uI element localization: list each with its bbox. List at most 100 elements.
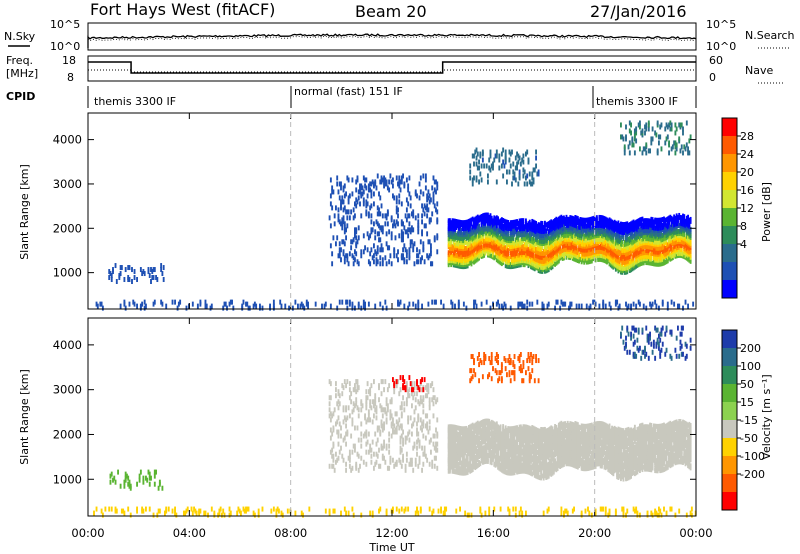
power-cell <box>545 228 548 234</box>
power-cell <box>583 217 586 223</box>
power-cell <box>484 236 487 242</box>
power-cell <box>573 234 575 240</box>
power-cell <box>666 250 669 256</box>
power-cell <box>369 205 372 211</box>
power-cell <box>682 217 684 223</box>
power-cell <box>386 221 389 227</box>
power-cell <box>329 177 332 183</box>
power-cell <box>628 236 631 242</box>
power-cell <box>542 224 545 230</box>
power-cell <box>588 227 591 233</box>
power-cell <box>504 245 507 251</box>
power-cell <box>394 235 397 241</box>
power-cell <box>603 246 606 252</box>
power-cell <box>487 212 489 218</box>
power-cell <box>484 230 487 236</box>
power-cell <box>485 230 488 236</box>
power-cell <box>151 269 154 275</box>
power-cell <box>338 219 341 225</box>
power-cell <box>435 179 437 185</box>
power-cell <box>655 217 658 223</box>
power-cell <box>585 237 588 243</box>
power-cell <box>625 255 627 261</box>
power-cell <box>148 273 151 279</box>
power-cell <box>480 177 483 183</box>
power-cell <box>142 269 145 275</box>
power-cell <box>627 222 630 228</box>
power-cell <box>540 258 543 264</box>
power-cell <box>678 122 681 128</box>
power-cell <box>495 223 498 229</box>
power-cell <box>471 216 474 222</box>
power-cell <box>502 237 505 243</box>
power-cell <box>427 195 430 201</box>
power-cell <box>398 179 401 185</box>
power-cell <box>590 216 593 222</box>
power-cell <box>651 237 654 243</box>
power-cell <box>409 203 412 209</box>
power-cell <box>613 241 616 247</box>
power-cell <box>547 245 550 251</box>
power-cell <box>488 165 491 171</box>
power-cell <box>637 234 640 240</box>
power-cell <box>418 195 421 201</box>
power-cell <box>379 301 382 307</box>
power-cell <box>663 216 665 222</box>
power-cell <box>384 255 387 261</box>
power-cell <box>488 157 491 163</box>
power-cell <box>474 299 477 305</box>
power-cell <box>625 124 627 130</box>
power-cell <box>405 229 408 235</box>
power-cell <box>114 263 117 269</box>
power-cell <box>611 243 613 249</box>
power-cell <box>628 140 631 146</box>
power-cell <box>128 265 131 271</box>
power-cell <box>540 238 543 244</box>
power-cell <box>540 246 543 252</box>
power-cell <box>384 213 387 219</box>
power-cell <box>485 226 488 232</box>
power-cell <box>640 217 643 223</box>
power-cell <box>395 175 398 181</box>
velocity-cell <box>455 443 458 449</box>
power-cell <box>499 232 502 238</box>
power-cell <box>369 251 372 257</box>
power-cell <box>370 193 373 199</box>
power-cell <box>451 301 454 307</box>
power-cell <box>407 227 410 233</box>
power-cell <box>631 220 634 226</box>
power-cell <box>533 167 536 173</box>
power-cell <box>508 169 511 175</box>
power-cell <box>537 169 540 175</box>
power-cell <box>127 265 130 271</box>
power-cell <box>601 249 603 255</box>
power-cell <box>589 303 592 309</box>
power-cell <box>430 243 432 249</box>
power-cell <box>485 299 488 305</box>
power-cell <box>651 261 654 267</box>
power-cell <box>432 195 435 201</box>
power-cell <box>487 242 489 248</box>
power-cell <box>460 253 463 259</box>
power-cell <box>479 214 482 220</box>
power-cell <box>595 227 598 233</box>
power-cell <box>652 259 655 265</box>
power-cell <box>128 301 131 307</box>
power-cell <box>526 222 529 228</box>
power-cell <box>650 140 653 146</box>
power-cell <box>569 301 572 307</box>
power-cell <box>644 238 646 244</box>
power-cell <box>352 237 355 243</box>
power-cell <box>329 201 332 207</box>
power-cell <box>625 241 627 247</box>
power-cell <box>525 151 527 157</box>
velocity-cell <box>450 444 453 450</box>
power-cell <box>528 179 531 185</box>
power-cell <box>459 261 461 267</box>
power-cell <box>485 212 488 218</box>
power-cell <box>370 227 373 233</box>
power-cell <box>512 239 515 245</box>
power-cell <box>504 263 507 269</box>
power-cell <box>532 177 535 183</box>
velocity-cell <box>466 433 469 439</box>
